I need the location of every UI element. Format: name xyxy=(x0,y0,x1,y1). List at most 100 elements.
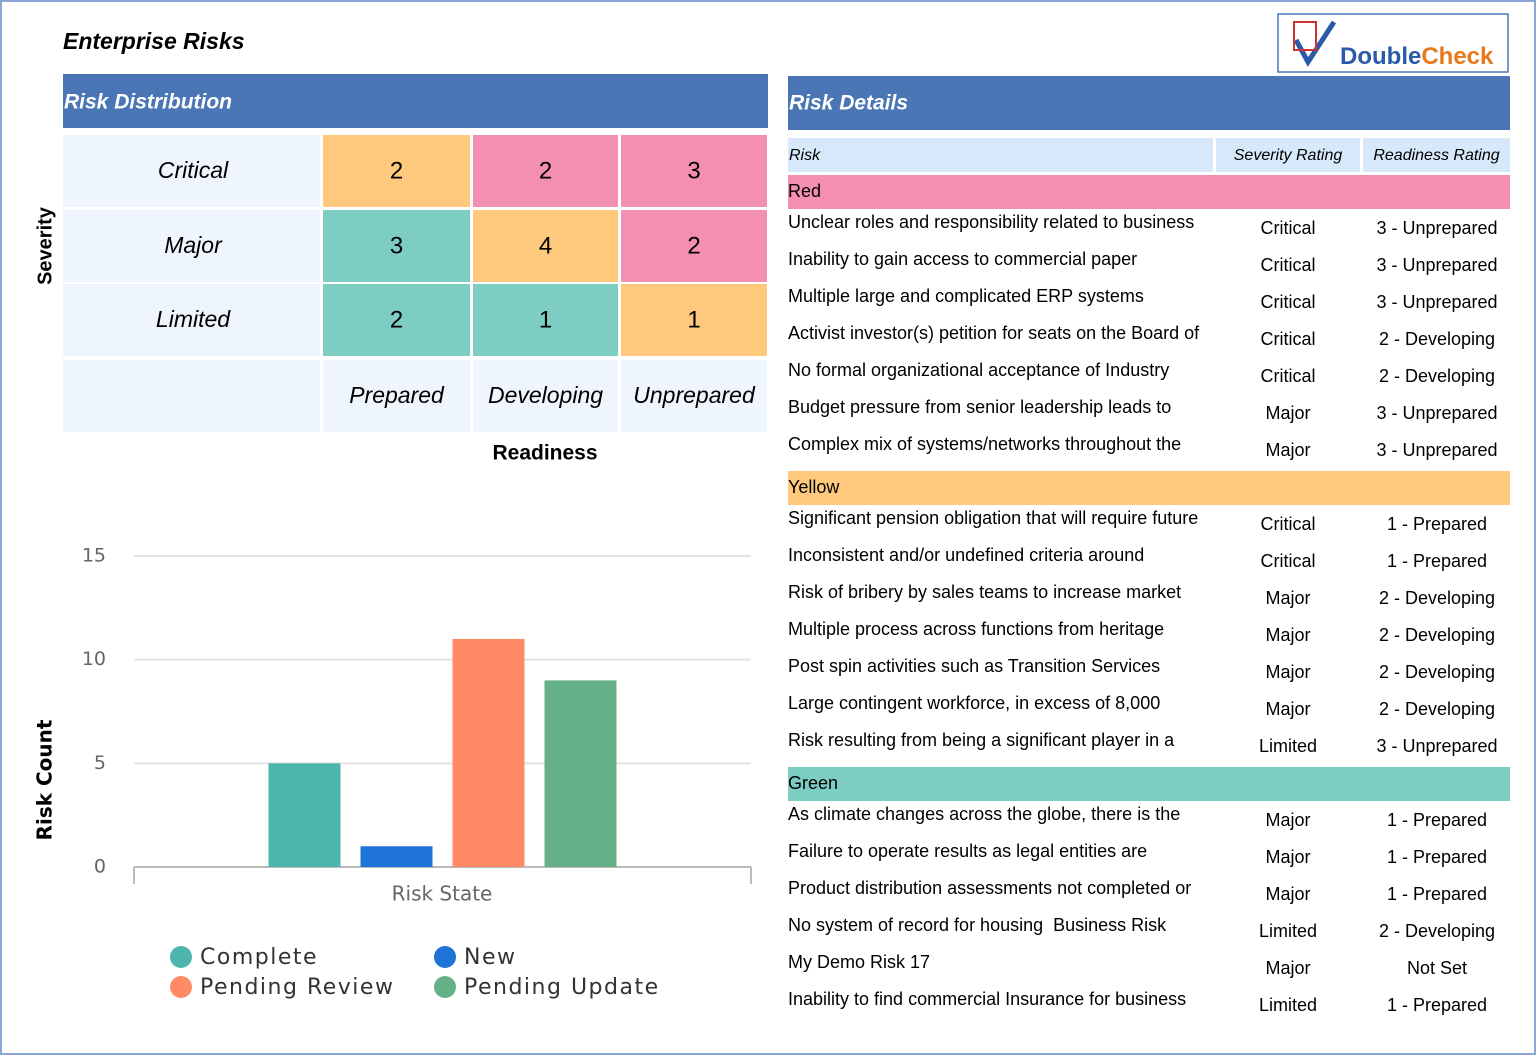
row-label-cell xyxy=(63,135,320,207)
page-title: Enterprise Risks xyxy=(63,28,245,54)
readiness-rating: 3 - Unprepared xyxy=(1376,292,1497,312)
cell-value: 2 xyxy=(539,157,552,184)
readiness-rating: Not Set xyxy=(1407,958,1467,978)
cell-value: 2 xyxy=(390,157,403,184)
severity-rating: Critical xyxy=(1260,551,1315,571)
bar xyxy=(544,680,617,867)
readiness-rating: 1 - Prepared xyxy=(1387,810,1487,830)
risk-name: As climate changes across the globe, the… xyxy=(788,804,1180,824)
severity-rating: Major xyxy=(1265,958,1310,978)
label-cell xyxy=(323,360,470,432)
column-label: Unprepared xyxy=(633,382,756,408)
severity-rating: Critical xyxy=(1260,366,1315,386)
y-tick-label: 0 xyxy=(94,856,106,878)
risk-name: Activist investor(s) petition for seats … xyxy=(788,323,1200,343)
severity-rating: Critical xyxy=(1260,255,1315,275)
column-label: Developing xyxy=(488,382,603,408)
heat-cell xyxy=(621,135,767,207)
readiness-rating: 2 - Developing xyxy=(1379,699,1495,719)
heat-cell xyxy=(473,284,618,356)
cell-value: 1 xyxy=(687,306,700,333)
panel-header xyxy=(788,76,1510,130)
readiness-rating: 2 - Developing xyxy=(1379,625,1495,645)
label-cell xyxy=(63,360,320,432)
readiness-rating: 2 - Developing xyxy=(1379,588,1495,608)
severity-rating: Major xyxy=(1265,699,1310,719)
severity-rating: Limited xyxy=(1259,995,1317,1015)
x-axis-label: Risk State xyxy=(392,882,493,906)
readiness-rating: 1 - Prepared xyxy=(1387,514,1487,534)
heat-cell xyxy=(473,210,618,282)
column-label: Prepared xyxy=(349,382,445,408)
legend-label: Pending Update xyxy=(464,975,660,1000)
group-name: Green xyxy=(788,773,838,793)
readiness-rating: 1 - Prepared xyxy=(1387,551,1487,571)
heat-cell xyxy=(323,210,470,282)
panel-title: Risk Details xyxy=(789,92,908,115)
bar xyxy=(268,763,341,867)
readiness-rating: 2 - Developing xyxy=(1379,329,1495,349)
heat-cell xyxy=(621,210,767,282)
readiness-rating: 3 - Unprepared xyxy=(1376,440,1497,460)
logo-text: DoubleCheck xyxy=(1340,43,1494,70)
severity-rating: Major xyxy=(1265,847,1310,867)
severity-rating: Major xyxy=(1265,403,1310,423)
logo-part: Double xyxy=(1340,43,1421,70)
y-axis-label: Risk Count xyxy=(33,719,57,840)
risk-name: No formal organizational acceptance of I… xyxy=(788,360,1169,380)
legend-marker xyxy=(170,946,192,968)
severity-rating: Major xyxy=(1265,884,1310,904)
legend-marker xyxy=(434,976,456,998)
severity-rating: Major xyxy=(1265,588,1310,608)
legend-label: Complete xyxy=(200,945,318,970)
severity-rating: Major xyxy=(1265,662,1310,682)
row-label-cell xyxy=(63,210,320,282)
risk-name: My Demo Risk 17 xyxy=(788,952,930,972)
legend-label: Pending Review xyxy=(200,975,394,1000)
cell-value: 4 xyxy=(539,232,552,259)
column-header-cell xyxy=(788,138,1213,172)
bar-chart: Risk Count Risk State 0 5 10 15 Complete New P… xyxy=(33,545,752,1000)
risk-name: Significant pension obligation that will… xyxy=(788,508,1198,528)
cell-value: 1 xyxy=(539,306,552,333)
readiness-rating: 2 - Developing xyxy=(1379,366,1495,386)
risk-name: No system of record for housing Business… xyxy=(788,915,1167,935)
severity-rating: Critical xyxy=(1260,329,1315,349)
risk-name: Budget pressure from senior leadership l… xyxy=(788,397,1171,417)
y-tick-label: 15 xyxy=(82,545,106,567)
severity-rating: Limited xyxy=(1259,921,1317,941)
column-header-cell xyxy=(1363,138,1510,172)
risk-name: Large contingent workforce, in excess of… xyxy=(788,693,1160,713)
risk-name: Risk of bribery by sales teams to increa… xyxy=(788,582,1181,602)
severity-rating: Critical xyxy=(1260,218,1315,238)
axis-label: Readiness xyxy=(492,442,597,465)
bar xyxy=(452,638,525,867)
cell-value: 2 xyxy=(390,306,403,333)
risk-name: Multiple large and complicated ERP syste… xyxy=(788,286,1144,306)
risk-name: Multiple process across functions from h… xyxy=(788,619,1164,639)
readiness-rating: 3 - Unprepared xyxy=(1376,403,1497,423)
risk-name: Post spin activities such as Transition … xyxy=(788,656,1160,676)
heat-cell xyxy=(323,135,470,207)
readiness-rating: 3 - Unprepared xyxy=(1376,255,1497,275)
readiness-rating: 2 - Developing xyxy=(1379,662,1495,682)
severity-rating: Major xyxy=(1265,625,1310,645)
logo-doc xyxy=(1293,21,1317,51)
panel-header xyxy=(63,74,768,128)
severity-rating: Limited xyxy=(1259,736,1317,756)
risk-name: Unclear roles and responsibility related… xyxy=(788,212,1194,232)
readiness-rating: 1 - Prepared xyxy=(1387,884,1487,904)
severity-rating: Major xyxy=(1265,810,1310,830)
risk-name: Product distribution assessments not com… xyxy=(788,878,1191,898)
logo-check xyxy=(1293,20,1337,67)
risk-name: Inability to find commercial Insurance f… xyxy=(788,989,1186,1009)
legend-marker xyxy=(434,946,456,968)
label-cell xyxy=(621,360,767,432)
cell-value: 3 xyxy=(687,157,700,184)
row-label: Major xyxy=(164,232,223,258)
legend-label: New xyxy=(464,945,517,970)
row-label-cell xyxy=(63,284,320,356)
row-label: Critical xyxy=(158,157,229,183)
group-header xyxy=(788,767,1510,801)
risk-name: Complex mix of systems/networks througho… xyxy=(788,434,1181,454)
